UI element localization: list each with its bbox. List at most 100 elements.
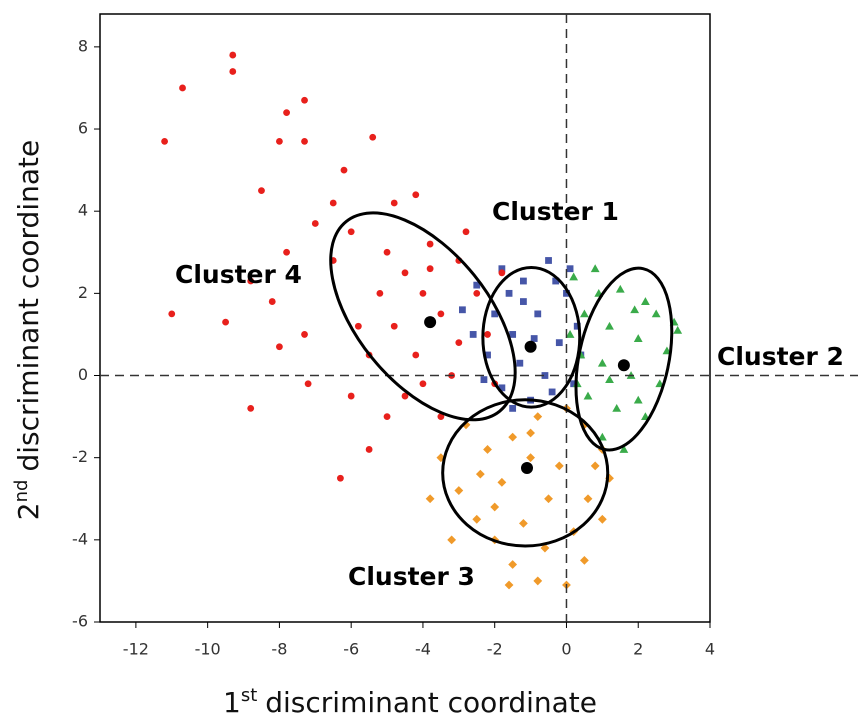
point bbox=[533, 576, 543, 586]
point bbox=[498, 269, 506, 277]
cluster-ellipse bbox=[441, 398, 610, 548]
centroid bbox=[524, 340, 537, 353]
x-tick-label: -4 bbox=[415, 640, 431, 659]
point bbox=[548, 388, 556, 396]
point bbox=[630, 305, 640, 314]
point bbox=[509, 404, 517, 412]
point bbox=[462, 228, 470, 236]
point bbox=[258, 187, 265, 195]
point bbox=[347, 392, 355, 400]
y-title-number: 2 bbox=[12, 502, 45, 520]
point bbox=[276, 137, 283, 145]
centroid bbox=[424, 316, 437, 329]
point bbox=[509, 331, 517, 338]
x-tick-label: 0 bbox=[561, 640, 571, 659]
point bbox=[419, 289, 427, 297]
cluster-label: Cluster 4 bbox=[175, 260, 302, 289]
point bbox=[597, 432, 607, 441]
y-tick-label: 6 bbox=[78, 119, 88, 138]
point bbox=[519, 519, 528, 528]
point bbox=[590, 461, 600, 471]
point bbox=[390, 199, 398, 207]
y-axis-title: 2nd discriminant coordinate bbox=[11, 140, 45, 520]
point bbox=[412, 351, 420, 359]
point bbox=[461, 420, 471, 430]
point bbox=[229, 51, 237, 59]
x-tick-label: 2 bbox=[633, 640, 643, 659]
point bbox=[383, 248, 391, 256]
cluster-label: Cluster 1 bbox=[492, 197, 619, 226]
point bbox=[459, 306, 466, 314]
point bbox=[390, 322, 398, 330]
point bbox=[401, 392, 409, 400]
point bbox=[369, 133, 377, 141]
point bbox=[337, 474, 344, 482]
x-tick-label: -10 bbox=[195, 640, 221, 659]
point bbox=[437, 310, 445, 318]
x-title-text: discriminant coordinate bbox=[265, 686, 597, 719]
point bbox=[541, 372, 549, 379]
point bbox=[347, 228, 355, 236]
point bbox=[161, 137, 168, 145]
point bbox=[168, 310, 176, 318]
point bbox=[619, 445, 629, 453]
point bbox=[491, 310, 499, 318]
point bbox=[222, 318, 229, 326]
point bbox=[534, 310, 542, 318]
point bbox=[544, 494, 553, 504]
x-axis-title: 1st discriminant coordinate bbox=[223, 685, 597, 719]
point bbox=[475, 469, 485, 479]
centroid bbox=[617, 359, 630, 372]
y-tick-label: 4 bbox=[78, 201, 88, 220]
x-tick-label: -6 bbox=[343, 640, 359, 659]
point bbox=[301, 96, 308, 104]
point bbox=[365, 446, 373, 453]
point bbox=[455, 339, 463, 347]
point bbox=[641, 297, 650, 305]
point bbox=[469, 331, 477, 338]
point bbox=[483, 445, 492, 454]
y-tick-label: 2 bbox=[78, 283, 88, 302]
point bbox=[605, 321, 614, 330]
point bbox=[437, 413, 445, 420]
point bbox=[329, 199, 337, 207]
plot-frame bbox=[99, 13, 711, 623]
y-tick-label: 0 bbox=[78, 365, 88, 384]
point bbox=[247, 404, 255, 412]
point bbox=[526, 453, 535, 463]
point bbox=[401, 269, 409, 277]
point bbox=[590, 264, 600, 273]
cluster-label: Cluster 2 bbox=[717, 342, 844, 371]
point bbox=[447, 535, 457, 545]
x-title-number: 1 bbox=[223, 686, 241, 719]
point bbox=[565, 330, 575, 338]
point bbox=[497, 477, 507, 487]
point bbox=[229, 68, 237, 75]
y-tick-label: -2 bbox=[72, 447, 88, 466]
x-title-suffix: st bbox=[241, 685, 257, 706]
point bbox=[554, 461, 564, 471]
point bbox=[283, 248, 290, 256]
point bbox=[484, 331, 491, 338]
point bbox=[376, 289, 384, 297]
point bbox=[566, 265, 574, 273]
point bbox=[633, 334, 643, 342]
cluster-ellipse bbox=[329, 211, 517, 422]
point bbox=[304, 380, 312, 388]
point bbox=[530, 335, 538, 342]
x-tick-label: -8 bbox=[271, 640, 287, 659]
point bbox=[472, 514, 482, 524]
point bbox=[580, 309, 589, 318]
point bbox=[533, 412, 543, 421]
cluster-ellipse bbox=[481, 265, 582, 409]
point bbox=[526, 428, 535, 438]
point bbox=[426, 240, 434, 248]
point bbox=[612, 403, 622, 412]
centroid bbox=[521, 461, 533, 474]
y-title-suffix: nd bbox=[11, 480, 32, 503]
point bbox=[615, 284, 625, 293]
point bbox=[490, 502, 500, 512]
point bbox=[473, 289, 481, 297]
cluster-ellipse bbox=[574, 266, 674, 452]
